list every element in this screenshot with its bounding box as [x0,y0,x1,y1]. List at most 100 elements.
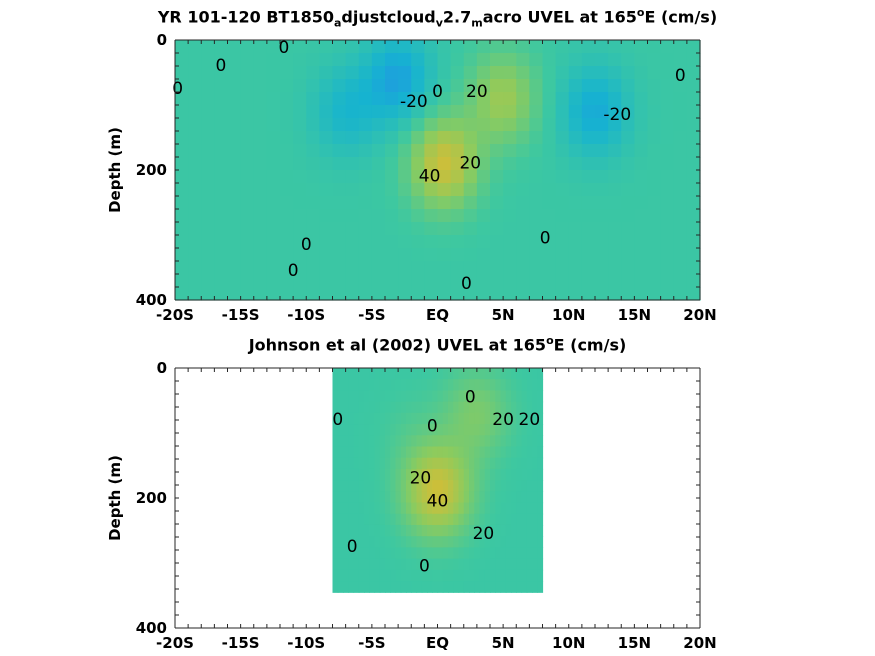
heatmap-cell [348,379,355,392]
heatmap-cell [595,157,609,171]
heatmap-cell [293,157,307,171]
heatmap-cell [448,491,454,504]
heatmap-cell [673,183,688,197]
heatmap-cell [353,536,360,548]
x-tick-label: 20N [683,306,716,324]
heatmap-cell [647,209,662,223]
heatmap-cell [369,457,376,470]
heatmap-cell [608,196,622,210]
heatmap-cell [358,502,365,515]
heatmap-cell [479,446,486,459]
heatmap-cell [253,274,268,288]
heatmap-cell [406,424,412,436]
heatmap-cell [647,261,662,275]
heatmap-cell [469,379,475,392]
heatmap-cell [463,170,478,184]
heatmap-cell [266,131,281,145]
heatmap-cell [474,547,481,560]
heatmap-cell [511,480,517,492]
heatmap-cell [332,547,339,560]
heatmap-cell [647,66,662,80]
heatmap-cell [463,401,470,414]
heatmap-cell [526,435,533,448]
heatmap-cell [621,66,635,80]
heatmap-cell [647,248,662,262]
heatmap-cell [463,222,478,236]
heatmap-cell [448,390,454,403]
heatmap-cell [505,536,512,548]
heatmap-cell [453,468,460,481]
heatmap-cell [293,118,307,132]
heatmap-cell [495,480,502,492]
heatmap-cell [516,558,523,571]
heatmap-cell [395,524,402,537]
heatmap-cell [516,524,523,537]
heatmap-cell [660,183,675,197]
heatmap-cell [463,480,470,492]
heatmap-cell [390,468,397,481]
heatmap-cell [240,274,255,288]
heatmap-cell [555,287,570,301]
heatmap-cell [463,92,478,106]
heatmap-cell [385,502,391,515]
heatmap-cell [427,379,433,392]
heatmap-cell [214,79,229,93]
heatmap-cell [450,209,465,223]
heatmap-cell [371,274,386,288]
heatmap-cell [332,468,339,481]
contour-label: 20 [459,154,481,174]
heatmap-cell [385,183,399,197]
heatmap-cell [568,79,583,93]
heatmap-cell [227,118,242,132]
heatmap-cell [188,53,202,67]
heatmap-cell [479,581,486,593]
heatmap-cell [358,581,365,593]
heatmap-cell [240,287,255,301]
heatmap-cell [411,131,425,145]
heatmap-cell [348,468,355,481]
heatmap-cell [503,131,517,145]
heatmap-cell [437,435,444,448]
heatmap-cell [647,274,662,288]
heatmap-cell [424,183,439,197]
heatmap-cell [608,105,622,119]
heatmap-cell [542,183,557,197]
heatmap-cell [503,170,517,184]
heatmap-cell [490,536,496,548]
heatmap-cell [253,287,268,301]
heatmap-cell [398,248,412,262]
x-tick-label: 5N [492,306,515,324]
heatmap-cell [621,209,635,223]
heatmap-cell [369,536,376,548]
x-tick-label: 15N [618,306,651,324]
heatmap-cell [453,368,460,380]
heatmap-cell [424,79,439,93]
heatmap-cell [348,547,355,560]
heatmap-cell [337,446,344,459]
heatmap-cell [647,92,662,106]
heatmap-cell [686,209,701,223]
contour-label: 20 [492,410,514,430]
heatmap-cell [634,105,649,119]
heatmap-cell [621,235,635,249]
heatmap-cell [406,569,412,582]
heatmap-cell [448,569,454,582]
heatmap-cell [385,40,399,54]
heatmap-cell [490,435,496,448]
heatmap-cell [495,401,502,414]
heatmap-cell [364,390,370,403]
heatmap-cell [442,513,449,526]
heatmap-cell [411,581,418,593]
heatmap-cell [500,390,507,403]
heatmap-cell [421,446,428,459]
y-tick-label: 0 [157,359,167,377]
heatmap-cell [532,379,538,392]
heatmap-cell [427,446,433,459]
heatmap-cell [621,274,635,288]
heatmap-cell [463,287,478,301]
heatmap-cell [411,513,418,526]
heatmap-cell [416,379,423,392]
heatmap-cell [458,536,465,548]
heatmap-cell [345,274,360,288]
heatmap-cell [332,40,347,54]
